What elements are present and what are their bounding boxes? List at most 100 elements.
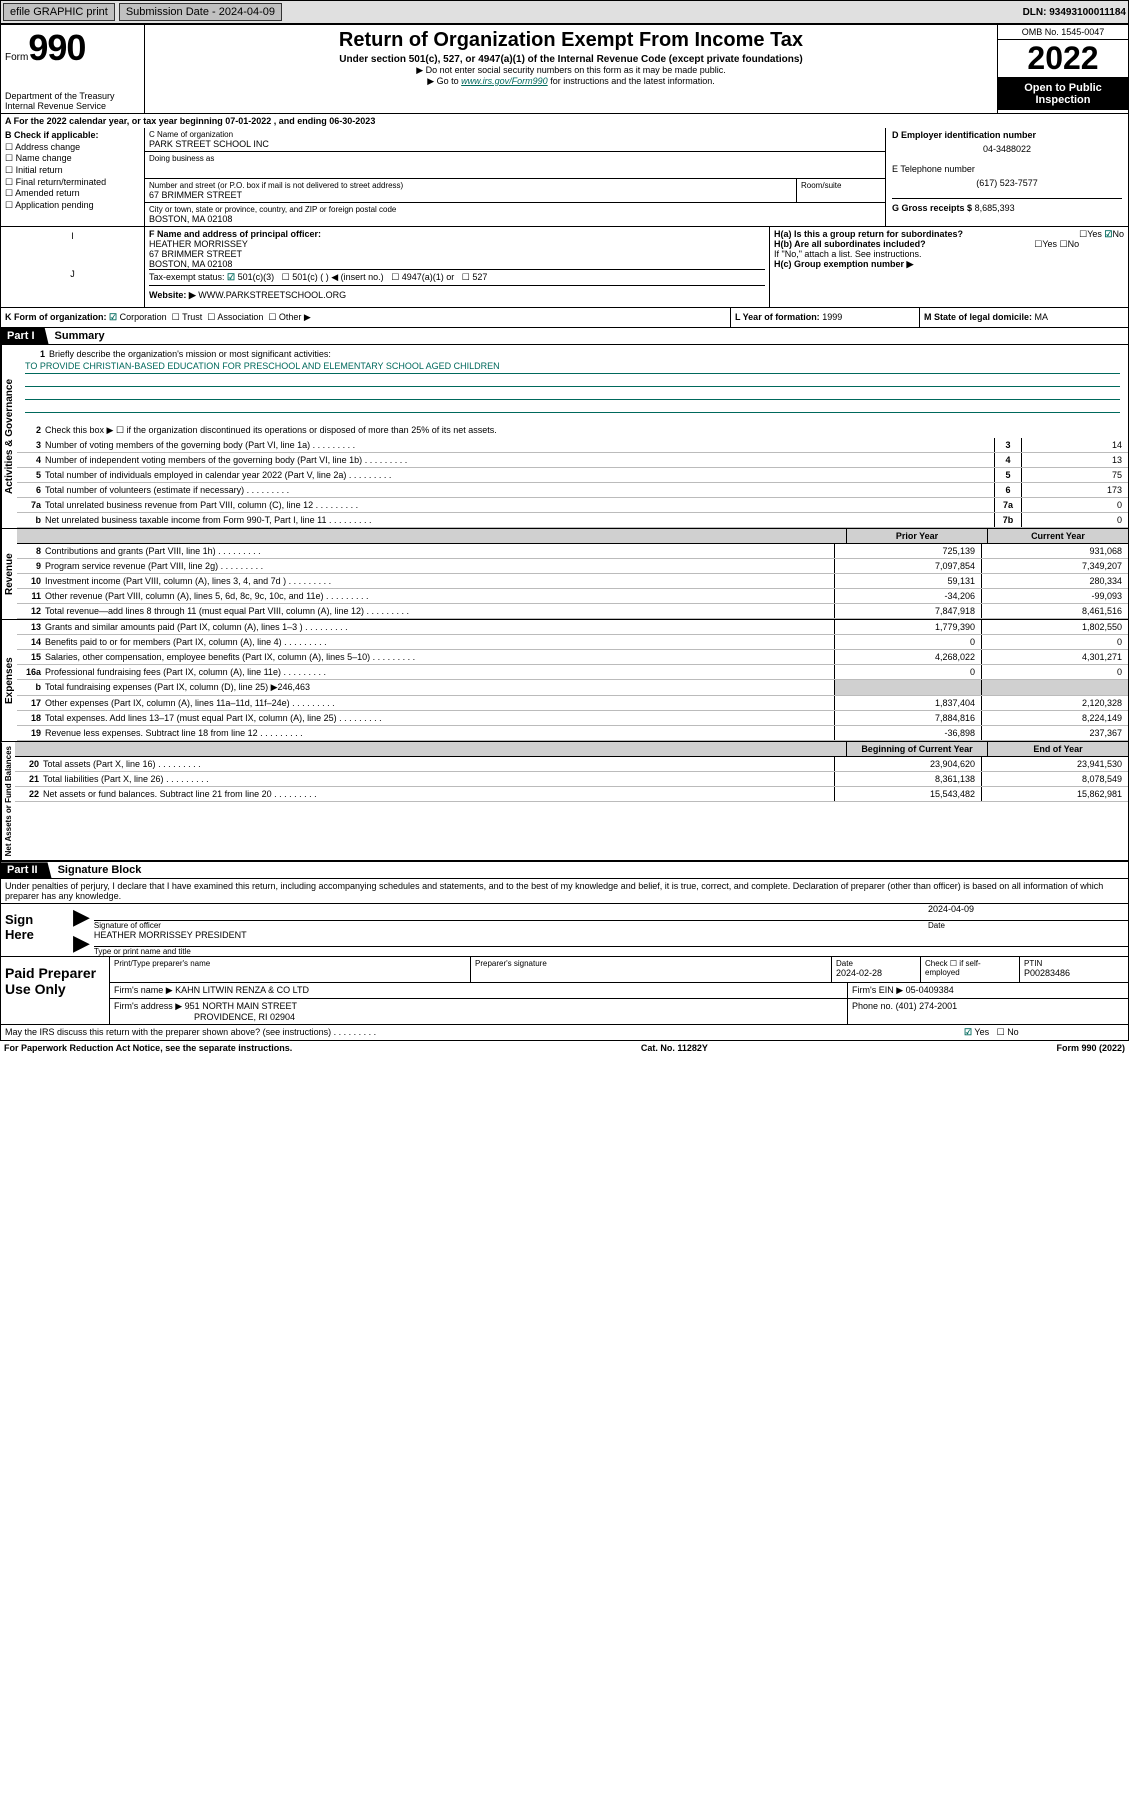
website-value[interactable]: WWW.PARKSTREETSCHOOL.ORG [198,290,346,300]
prior-value: 0 [834,635,981,649]
paid-preparer-label: Paid Preparer Use Only [1,957,110,1024]
officer-addr1: 67 BRIMMER STREET [149,249,765,259]
line-a: A For the 2022 calendar year, or tax yea… [0,114,1129,128]
addr-label: Number and street (or P.O. box if mail i… [149,181,792,190]
governance-section: Activities & Governance 1 Briefly descri… [0,345,1129,529]
prior-value: 0 [834,665,981,679]
current-value: 15,862,981 [981,787,1128,801]
footer: For Paperwork Reduction Act Notice, see … [0,1041,1129,1055]
current-value: 280,334 [981,574,1128,588]
firm-ein: 05-0409384 [906,985,954,995]
line-row: 4Number of independent voting members of… [17,453,1128,468]
sub1: Under section 501(c), 527, or 4947(a)(1)… [149,54,993,65]
prep-date: 2024-02-28 [836,968,916,978]
street-address: 67 BRIMMER STREET [149,190,792,200]
line-value: 13 [1021,453,1128,467]
c-label: C Name of organization [149,130,881,139]
b-label: B Check if applicable: [5,130,140,142]
begin-year-header: Beginning of Current Year [846,742,987,756]
sig-arrow-icon: ▶ [69,904,94,930]
prior-year-header: Prior Year [846,529,987,543]
line-row: 16aProfessional fundraising fees (Part I… [17,665,1128,680]
sig-date-value: 2024-04-09 [924,904,1128,921]
room-label: Room/suite [801,181,881,190]
form-word: Form [5,52,28,63]
form-number: 990 [28,27,85,69]
checkbox-item[interactable]: Name change [5,153,140,165]
footer-right: Form 990 (2022) [1056,1043,1125,1053]
line-row: 6Total number of volunteers (estimate if… [17,483,1128,498]
checkbox-item[interactable]: Address change [5,142,140,154]
firm-addr2: PROVIDENCE, RI 02904 [114,1012,843,1022]
prior-value: 725,139 [834,544,981,558]
prior-value: 15,543,482 [834,787,981,801]
omb: OMB No. 1545-0047 [998,25,1128,40]
dba-label: Doing business as [149,154,881,163]
current-value: 4,301,271 [981,650,1128,664]
year-formation: 1999 [822,312,842,322]
hb-note: If "No," attach a list. See instructions… [774,249,1124,259]
checkbox-item[interactable]: Amended return [5,188,140,200]
line-value: 173 [1021,483,1128,497]
irs-link[interactable]: www.irs.gov/Form990 [461,76,548,86]
checkbox-item[interactable]: Final return/terminated [5,177,140,189]
prior-value: 4,268,022 [834,650,981,664]
prior-value: 59,131 [834,574,981,588]
submission-button[interactable]: Submission Date - 2024-04-09 [119,3,282,21]
governance-label: Activities & Governance [1,345,17,528]
tax-exempt-label: Tax-exempt status: [149,272,225,282]
line-row: 12Total revenue—add lines 8 through 11 (… [17,604,1128,619]
line-row: 9Program service revenue (Part VIII, lin… [17,559,1128,574]
firm-phone: (401) 274-2001 [896,1001,958,1011]
efile-button[interactable]: efile GRAPHIC print [3,3,115,21]
checkbox-item[interactable]: Initial return [5,165,140,177]
current-year-header: Current Year [987,529,1128,543]
org-name: PARK STREET SCHOOL INC [149,139,881,149]
j-mark: J [5,269,140,279]
line-row: 13Grants and similar amounts paid (Part … [17,620,1128,635]
prior-value: 7,847,918 [834,604,981,618]
open-public: Open to Public Inspection [998,78,1128,110]
section-b-g: B Check if applicable: Address changeNam… [0,128,1129,227]
line-row: 15Salaries, other compensation, employee… [17,650,1128,665]
sub3: ▶ Go to www.irs.gov/Form990 for instruct… [149,76,993,87]
prior-value: 7,097,854 [834,559,981,573]
line2-text: Check this box ▶ ☐ if the organization d… [45,423,1128,438]
city-label: City or town, state or province, country… [149,205,881,214]
net-assets-label: Net Assets or Fund Balances [1,742,15,860]
d-label: D Employer identification number [892,130,1122,140]
current-value: 2,120,328 [981,696,1128,710]
topbar: efile GRAPHIC print Submission Date - 20… [0,0,1129,24]
current-value: 7,349,207 [981,559,1128,573]
prior-value: 23,904,620 [834,757,981,771]
ein-value: 04-3488022 [892,140,1122,164]
officer-addr2: BOSTON, MA 02108 [149,259,765,269]
revenue-section: Revenue Prior Year Current Year 8Contrib… [0,529,1129,620]
revenue-label: Revenue [1,529,17,619]
line-row: 21Total liabilities (Part X, line 26)8,3… [15,772,1128,787]
line-row: 17Other expenses (Part IX, column (A), l… [17,696,1128,711]
line-row: 3Number of voting members of the governi… [17,438,1128,453]
hc-label: H(c) Group exemption number ▶ [774,259,1124,270]
current-value: 8,461,516 [981,604,1128,618]
checkbox-item[interactable]: Application pending [5,200,140,212]
i-label: I [5,231,140,241]
line-value: 0 [1021,498,1128,512]
line-value: 14 [1021,438,1128,452]
prior-value: -34,206 [834,589,981,603]
self-employed-check[interactable]: Check ☐ if self-employed [921,957,1020,982]
line-row: 10Investment income (Part VIII, column (… [17,574,1128,589]
gross-receipts: 8,685,393 [975,203,1015,213]
current-value: 1,802,550 [981,620,1128,634]
current-value: 8,078,549 [981,772,1128,786]
current-value: 237,367 [981,726,1128,740]
current-value: 23,941,530 [981,757,1128,771]
mission-text: TO PROVIDE CHRISTIAN-BASED EDUCATION FOR… [25,361,1120,374]
expenses-section: Expenses 13Grants and similar amounts pa… [0,620,1129,742]
domicile: MA [1035,312,1049,322]
phone-value: (617) 523-7577 [892,174,1122,198]
officer-sig-name: HEATHER MORRISSEY PRESIDENT [94,930,1128,947]
current-value: 931,068 [981,544,1128,558]
net-assets-section: Net Assets or Fund Balances Beginning of… [0,742,1129,862]
part2-header: Part II Signature Block [0,862,1129,879]
